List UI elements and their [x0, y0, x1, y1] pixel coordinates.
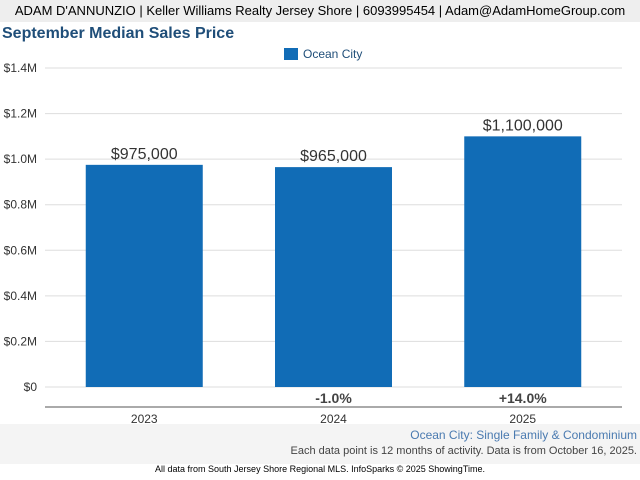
x-tick-label: 2024: [320, 412, 347, 426]
bar-value-label: $965,000: [300, 148, 367, 165]
y-tick-label: $0.8M: [4, 198, 37, 212]
bar: [85, 164, 203, 387]
y-tick-label: $1.4M: [4, 61, 37, 75]
data-credit: All data from South Jersey Shore Regiona…: [155, 464, 485, 474]
change-label: -1.0%: [315, 390, 352, 406]
y-tick-label: $0.4M: [4, 289, 37, 303]
bar-value-label: $975,000: [111, 146, 178, 163]
change-label: +14.0%: [499, 390, 547, 406]
x-axis-ticks: 2023 2024 2025: [131, 412, 537, 426]
chart-title: September Median Sales Price: [2, 25, 235, 42]
y-tick-label: $0.6M: [4, 243, 37, 257]
x-tick-label: 2025: [509, 412, 536, 426]
y-axis-ticks: $0 $0.2M $0.4M $0.6M $0.8M $1.0M $1.2M $1.4M: [4, 61, 38, 394]
x-tick-label: 2023: [131, 412, 158, 426]
legend-label: Ocean City: [303, 47, 363, 61]
location-label: Ocean City: Single Family & Condominium: [410, 428, 637, 442]
bar: [464, 136, 582, 387]
agent-header: ADAM D'ANNUNZIO | Keller Williams Realty…: [0, 0, 640, 22]
y-tick-label: $0.2M: [4, 334, 37, 348]
y-tick-label: $1.0M: [4, 152, 37, 166]
bar-value-label: $1,100,000: [483, 117, 563, 134]
bar-labels: $975,000 $965,000 -1.0% $1,100,000 +14.0%: [111, 117, 563, 406]
data-note: Each data point is 12 months of activity…: [290, 445, 637, 457]
y-tick-label: $1.2M: [4, 107, 37, 121]
footer-background: [0, 424, 640, 464]
bars: [85, 136, 582, 387]
bar: [275, 167, 392, 387]
y-tick-label: $0: [24, 380, 38, 394]
legend[interactable]: Ocean City: [284, 46, 362, 62]
legend-swatch: [284, 48, 298, 60]
